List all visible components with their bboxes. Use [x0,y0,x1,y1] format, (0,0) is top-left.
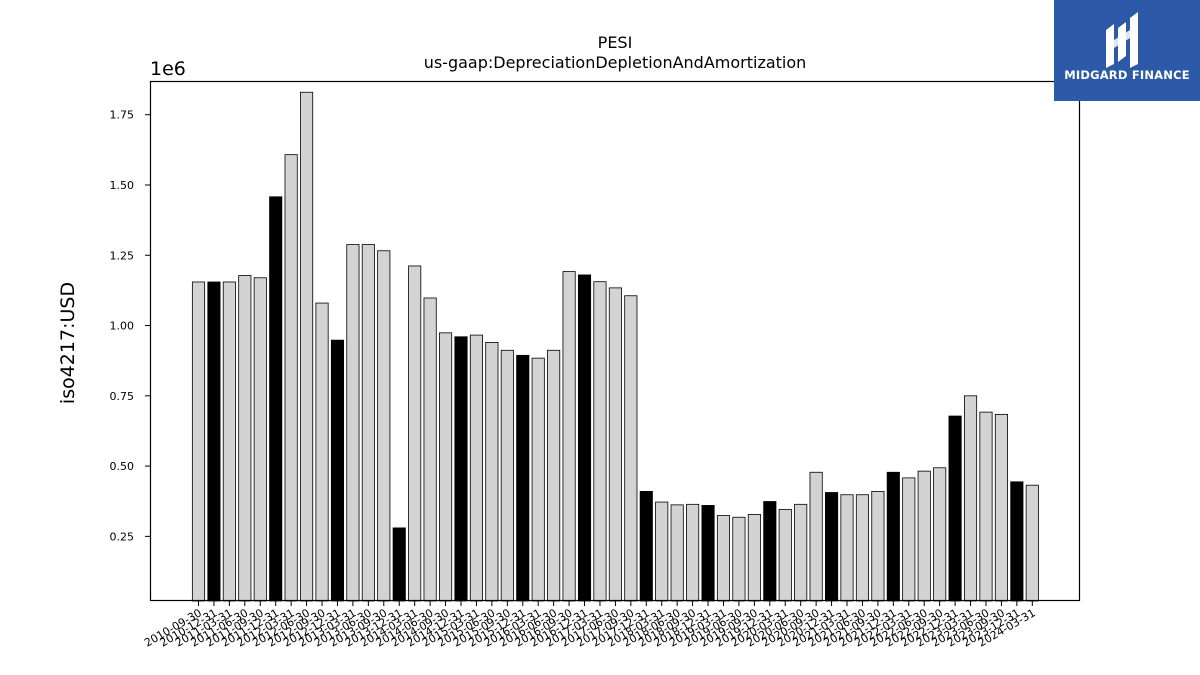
bar-2013-03-31 [346,244,360,602]
y-axis-multiplier: 1e6 [150,58,186,80]
bar-2022-06-30 [917,470,931,602]
bar-2020-09-30 [809,471,823,602]
bar-2011-06-30 [238,275,252,602]
bar-2022-09-30 [933,467,947,602]
bar-2015-09-30 [500,349,514,602]
y-tick-label: 0.25 [110,530,135,543]
y-tick-label: 1.25 [110,249,135,262]
bar-2013-12-31 [392,527,406,602]
bar-2017-03-31 [593,281,607,602]
bar-2014-12-31 [454,336,468,602]
bar-2012-03-31 [284,154,298,602]
bar-2024-03-31 [1025,484,1039,602]
bar-2011-12-31 [269,196,283,602]
bar-2021-12-31 [886,471,900,602]
y-tick-label: 1.75 [110,109,135,122]
bar-2020-03-31 [778,508,792,602]
y-axis-label: iso4217:USD [57,282,79,404]
bar-2012-06-30 [300,91,314,602]
bar-2012-12-31 [330,339,345,602]
bar-2021-06-30 [855,494,870,602]
bar-2022-12-31 [948,415,962,602]
y-tick-label: 1.00 [110,320,135,333]
bar-2018-03-31 [655,501,669,602]
y-tick-label: 0.50 [110,460,135,473]
bar-2018-06-30 [670,504,684,602]
bar-2021-09-30 [871,490,885,602]
bar-2016-06-30 [547,349,561,602]
bar-2015-12-31 [516,354,530,602]
bar-2018-09-30 [686,503,700,602]
y-tick-label: 0.75 [110,390,135,403]
bar-2020-06-30 [794,503,808,602]
y-tick-label: 1.50 [110,179,135,192]
bar-2016-12-31 [577,274,592,602]
bar-2019-03-31 [716,515,731,602]
bar-2010-09-30 [191,281,206,602]
bar-2015-03-31 [469,334,483,602]
bar-2011-03-31 [222,281,236,602]
bar-2017-06-30 [608,287,622,602]
bar-2010-12-31 [207,281,221,602]
bar-2016-03-31 [531,357,545,602]
midgard-logo-icon [1106,12,1138,68]
bar-2020-12-31 [825,492,839,602]
chart-title: PESI [598,33,633,52]
bar-2023-09-30 [994,413,1008,602]
bar-2022-03-31 [902,477,916,602]
bar-2018-12-31 [701,505,715,602]
bar-2014-09-30 [439,332,453,602]
chart-subtitle: us-gaap:DepreciationDepletionAndAmortiza… [424,53,807,72]
bar-2013-09-30 [377,250,391,602]
bar-2023-12-31 [1010,481,1024,602]
y-axis: 0.25 0.50 0.75 1.00 1.25 1.50 1.75 [110,109,150,543]
bar-2016-09-30 [562,271,576,602]
bar-2021-03-31 [840,494,854,602]
bar-2019-09-30 [747,514,761,602]
bars [191,91,1039,602]
bar-2012-09-30 [315,302,329,602]
bar-2014-06-30 [423,297,437,602]
bar-2019-12-31 [763,501,777,602]
bar-2017-12-31 [639,490,653,602]
bar-2023-03-31 [963,395,978,602]
x-axis: 2010-09-302010-12-312011-03-312011-06-30… [142,601,1038,650]
bar-2019-06-30 [732,516,746,602]
bar-2015-06-30 [485,342,499,602]
bar-2013-06-30 [361,244,375,602]
bar-2014-03-31 [408,265,422,602]
brand-name: MIDGARD FINANCE [1064,68,1190,82]
bar-2023-06-30 [979,411,993,602]
bar-2017-09-30 [624,295,638,602]
brand-logo: MIDGARD FINANCE [1054,0,1200,101]
plot-frame [149,80,1081,602]
bar-2011-09-30 [253,277,267,602]
